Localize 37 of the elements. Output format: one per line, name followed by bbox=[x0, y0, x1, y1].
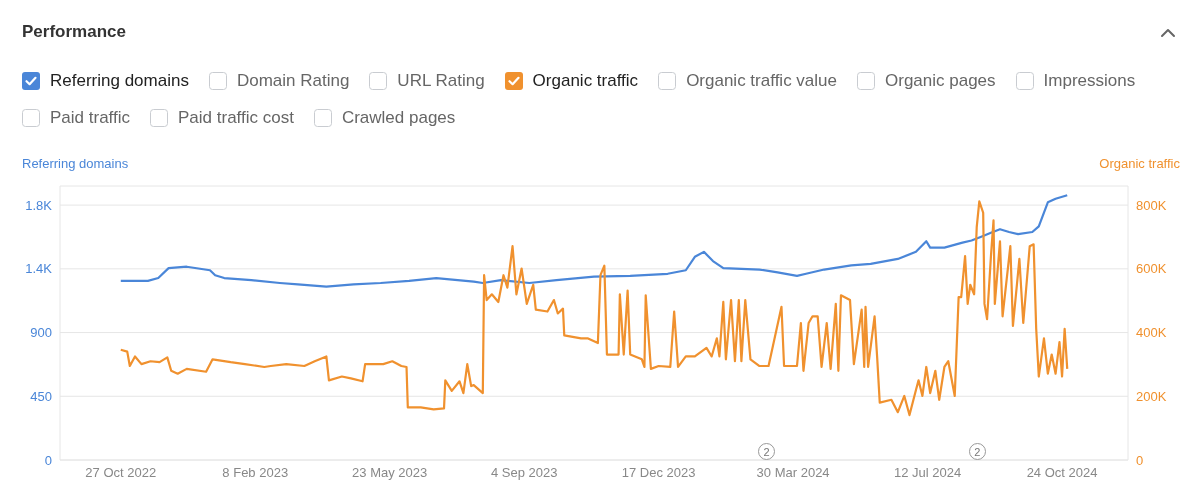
x-tick-label: 23 May 2023 bbox=[352, 465, 428, 481]
annotation: 2 bbox=[763, 445, 770, 458]
event-marker: 2 bbox=[968, 443, 986, 460]
x-tick-label: 27 Oct 2022 bbox=[85, 465, 157, 481]
legend-label: Referring domains bbox=[50, 71, 189, 91]
y-tick-label: 900 bbox=[30, 325, 52, 341]
text: Impressions bbox=[1043, 71, 1136, 91]
text: Organic traffic value bbox=[686, 71, 837, 91]
y2-tick-label: 200K bbox=[1136, 388, 1167, 404]
x-tick-label: 17 Dec 2023 bbox=[621, 465, 696, 481]
y2-tick-label: 800K bbox=[1136, 197, 1167, 213]
chart-title: Performance bbox=[22, 22, 126, 42]
y2-tick-label: 400K bbox=[1136, 325, 1167, 341]
y2-axis-title: Organic traffic bbox=[1099, 156, 1180, 171]
y-tick-label: 1.4K bbox=[25, 261, 53, 277]
text: Organic pages bbox=[885, 71, 996, 91]
text: URL Rating bbox=[397, 71, 485, 91]
annotation: 2 bbox=[974, 445, 981, 458]
y-axis-title: Referring domains bbox=[22, 156, 129, 171]
y-tick-label: 0 bbox=[44, 452, 52, 468]
text: Paid traffic cost bbox=[178, 108, 294, 128]
text: Crawled pages bbox=[341, 108, 456, 128]
text: Paid traffic bbox=[50, 108, 131, 128]
event-marker: 2 bbox=[757, 443, 775, 460]
y2-tick-label: 600K bbox=[1136, 261, 1167, 277]
text: Domain Rating bbox=[236, 71, 350, 91]
line-series bbox=[119, 194, 1069, 288]
line-series bbox=[119, 200, 1069, 417]
x-tick-label: 12 Jul 2024 bbox=[893, 465, 962, 481]
x-tick-label: 24 Oct 2024 bbox=[1026, 465, 1098, 481]
y-tick-label: 450 bbox=[30, 388, 52, 404]
y-tick-label: 1.8K bbox=[25, 197, 53, 213]
y2-tick-label: 0 bbox=[1136, 452, 1144, 468]
x-tick-label: 30 Mar 2024 bbox=[756, 465, 830, 481]
x-tick-label: 4 Sep 2023 bbox=[490, 465, 558, 481]
legend-label: Organic traffic bbox=[532, 71, 639, 91]
x-tick-label: 8 Feb 2023 bbox=[222, 465, 289, 481]
